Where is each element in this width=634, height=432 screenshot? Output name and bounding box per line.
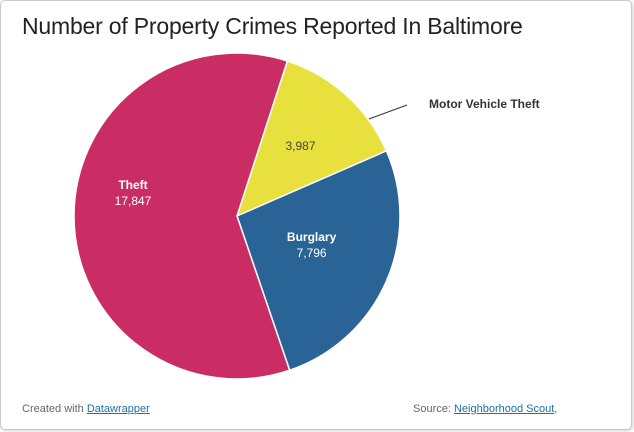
footer-source: Source: Neighborhood Scout, [413,403,557,415]
footer-credit: Created with Datawrapper [22,403,150,415]
slice-label-theft: Theft [118,178,147,192]
leader-line-motor-vehicle-theft [369,105,407,119]
datawrapper-link[interactable]: Datawrapper [87,403,150,415]
slice-label-burglary: Burglary [287,230,337,244]
slice-label-motor-vehicle-theft: Motor Vehicle Theft [429,97,540,111]
slice-value-motor-vehicle-theft: 3,987 [285,139,315,153]
slice-value-burglary: 7,796 [297,246,327,260]
source-link[interactable]: Neighborhood Scout [454,403,554,415]
source-suffix: , [554,403,557,415]
credit-prefix: Created with [22,403,87,415]
pie-chart: 3,987 Motor Vehicle Theft Burglary 7,796 The… [1,1,631,401]
slice-value-theft: 17,847 [115,194,152,208]
source-prefix: Source: [413,403,454,415]
